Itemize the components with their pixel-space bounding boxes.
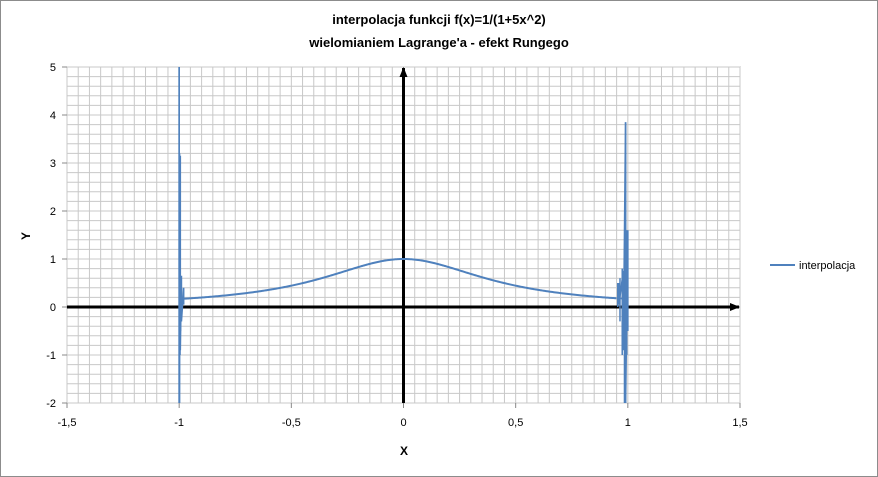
x-tick-label: 1,5	[732, 417, 747, 429]
x-tick-label: 1	[625, 417, 631, 429]
x-tick-label: -1	[174, 417, 184, 429]
data-point	[425, 260, 427, 263]
y-tick-label: 0	[50, 302, 56, 314]
data-point	[380, 260, 382, 263]
data-point	[185, 297, 187, 300]
grid	[62, 66, 741, 408]
data-point	[245, 292, 248, 294]
data-point	[268, 289, 270, 291]
data-point	[447, 266, 450, 268]
data-point	[312, 279, 315, 282]
y-tick-label: -1	[46, 350, 56, 362]
series-curve	[182, 257, 617, 300]
y-tick-label: 5	[50, 62, 56, 74]
y-tick-label: 4	[50, 110, 56, 122]
tick-labels: -1,5 -1 -0,5 0 0,5 1 1,5 -2 -1 0 1 2 3 4 5	[46, 62, 747, 429]
data-point	[357, 266, 360, 268]
x-tick-label: -0,5	[282, 417, 301, 429]
data-point	[604, 296, 607, 299]
x-tick-label: 0,5	[508, 417, 523, 429]
data-point	[559, 292, 562, 294]
data-point	[200, 296, 203, 299]
x-tick-label: -1,5	[58, 417, 77, 429]
y-tick-label: 1	[50, 254, 56, 266]
data-point	[470, 273, 472, 275]
y-tick-label: -2	[46, 398, 56, 410]
y-tick-label: 3	[50, 158, 56, 170]
data-point	[335, 273, 338, 275]
legend: interpolacja	[770, 260, 856, 272]
series-layer	[178, 67, 629, 404]
legend-label: interpolacja	[799, 260, 856, 272]
y-axis-title: Y	[19, 232, 33, 240]
data-point	[514, 284, 517, 287]
x-axis-title: X	[400, 444, 408, 458]
chart-subtitle: wielomianiem Lagrange'a - efekt Rungego	[309, 35, 569, 50]
data-point	[223, 294, 225, 297]
data-point	[492, 279, 495, 282]
data-point	[582, 294, 584, 297]
chart-title: interpolacja funkcji f(x)=1/(1+5x^2)	[332, 12, 546, 27]
data-point	[537, 289, 539, 291]
data-point	[290, 284, 293, 287]
y-tick-label: 2	[50, 206, 56, 218]
x-tick-label: 0	[400, 417, 406, 429]
data-point	[402, 258, 405, 260]
